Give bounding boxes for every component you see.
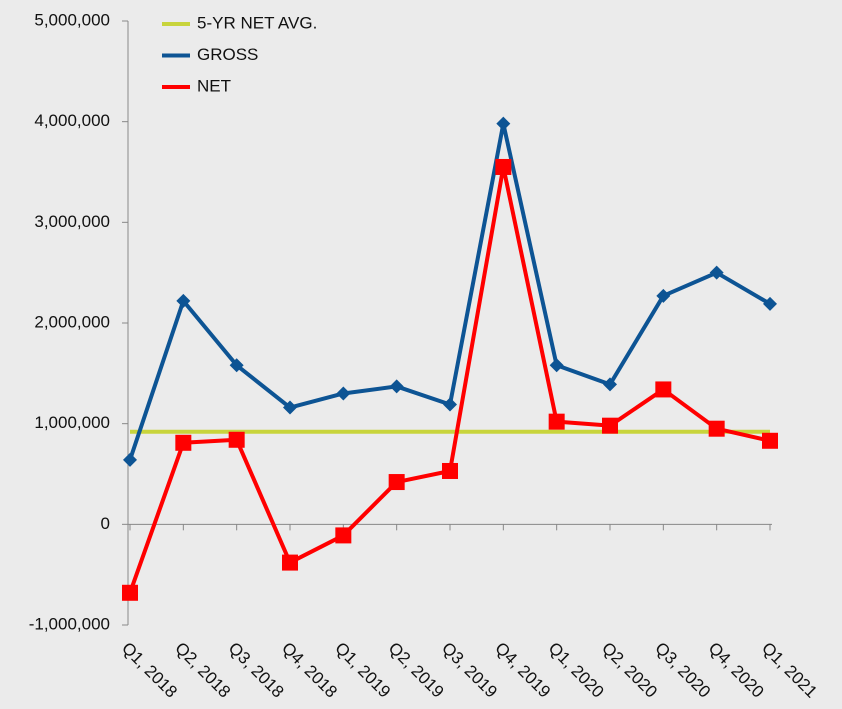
diamond-marker [709, 265, 724, 280]
y-tick-label: 4,000,000 [34, 111, 110, 130]
x-tick-label: Q2, 2020 [598, 639, 661, 702]
x-tick-label: Q4, 2019 [491, 639, 554, 702]
diamond-marker [229, 358, 244, 373]
y-tick-label: 2,000,000 [34, 312, 110, 331]
diamond-marker [549, 358, 564, 373]
square-marker [122, 584, 138, 601]
square-marker [548, 413, 565, 430]
x-tick-label: Q1, 2021 [758, 639, 821, 702]
x-tick-label: Q2, 2019 [385, 639, 448, 702]
x-tick-label: Q1, 2018 [118, 639, 181, 702]
square-marker [175, 434, 192, 451]
diamond-marker [603, 377, 617, 392]
y-tick-label: 0 [101, 514, 110, 533]
x-tick-label: Q3, 2019 [438, 639, 501, 702]
square-marker [655, 381, 672, 398]
y-tick-label: 3,000,000 [34, 212, 110, 231]
x-tick-label: Q4, 2018 [278, 639, 341, 702]
diamond-marker [443, 397, 457, 412]
x-tick-label: Q3, 2020 [651, 639, 714, 702]
diamond-marker [389, 379, 404, 394]
diamond-marker [656, 288, 671, 303]
x-tick-label: Q1, 2020 [545, 639, 608, 702]
square-marker [335, 527, 352, 544]
y-tick-label: 5,000,000 [34, 10, 110, 29]
x-tick-label: Q1, 2019 [331, 639, 394, 702]
diamond-marker [763, 296, 777, 311]
legend-label: GROSS [197, 45, 258, 64]
square-marker [228, 431, 245, 448]
x-tick-label: Q4, 2020 [705, 639, 768, 702]
square-marker [708, 420, 725, 437]
square-marker [388, 474, 405, 491]
square-marker [282, 554, 298, 571]
square-marker [442, 462, 458, 479]
x-tick-label: Q2, 2018 [171, 639, 234, 702]
diamond-marker [496, 116, 511, 131]
diamond-marker [123, 452, 137, 467]
legend-label: NET [197, 76, 231, 95]
y-tick-label: 1,000,000 [34, 413, 110, 432]
square-marker [495, 158, 512, 175]
x-tick-label: Q3, 2018 [225, 639, 288, 702]
legend-label: 5-YR NET AVG. [197, 13, 317, 32]
diamond-marker [283, 400, 297, 415]
diamond-marker [336, 386, 351, 401]
square-marker [762, 432, 778, 449]
square-marker [602, 417, 618, 434]
diamond-marker [176, 293, 191, 308]
y-tick-label: -1,000,000 [29, 614, 110, 633]
